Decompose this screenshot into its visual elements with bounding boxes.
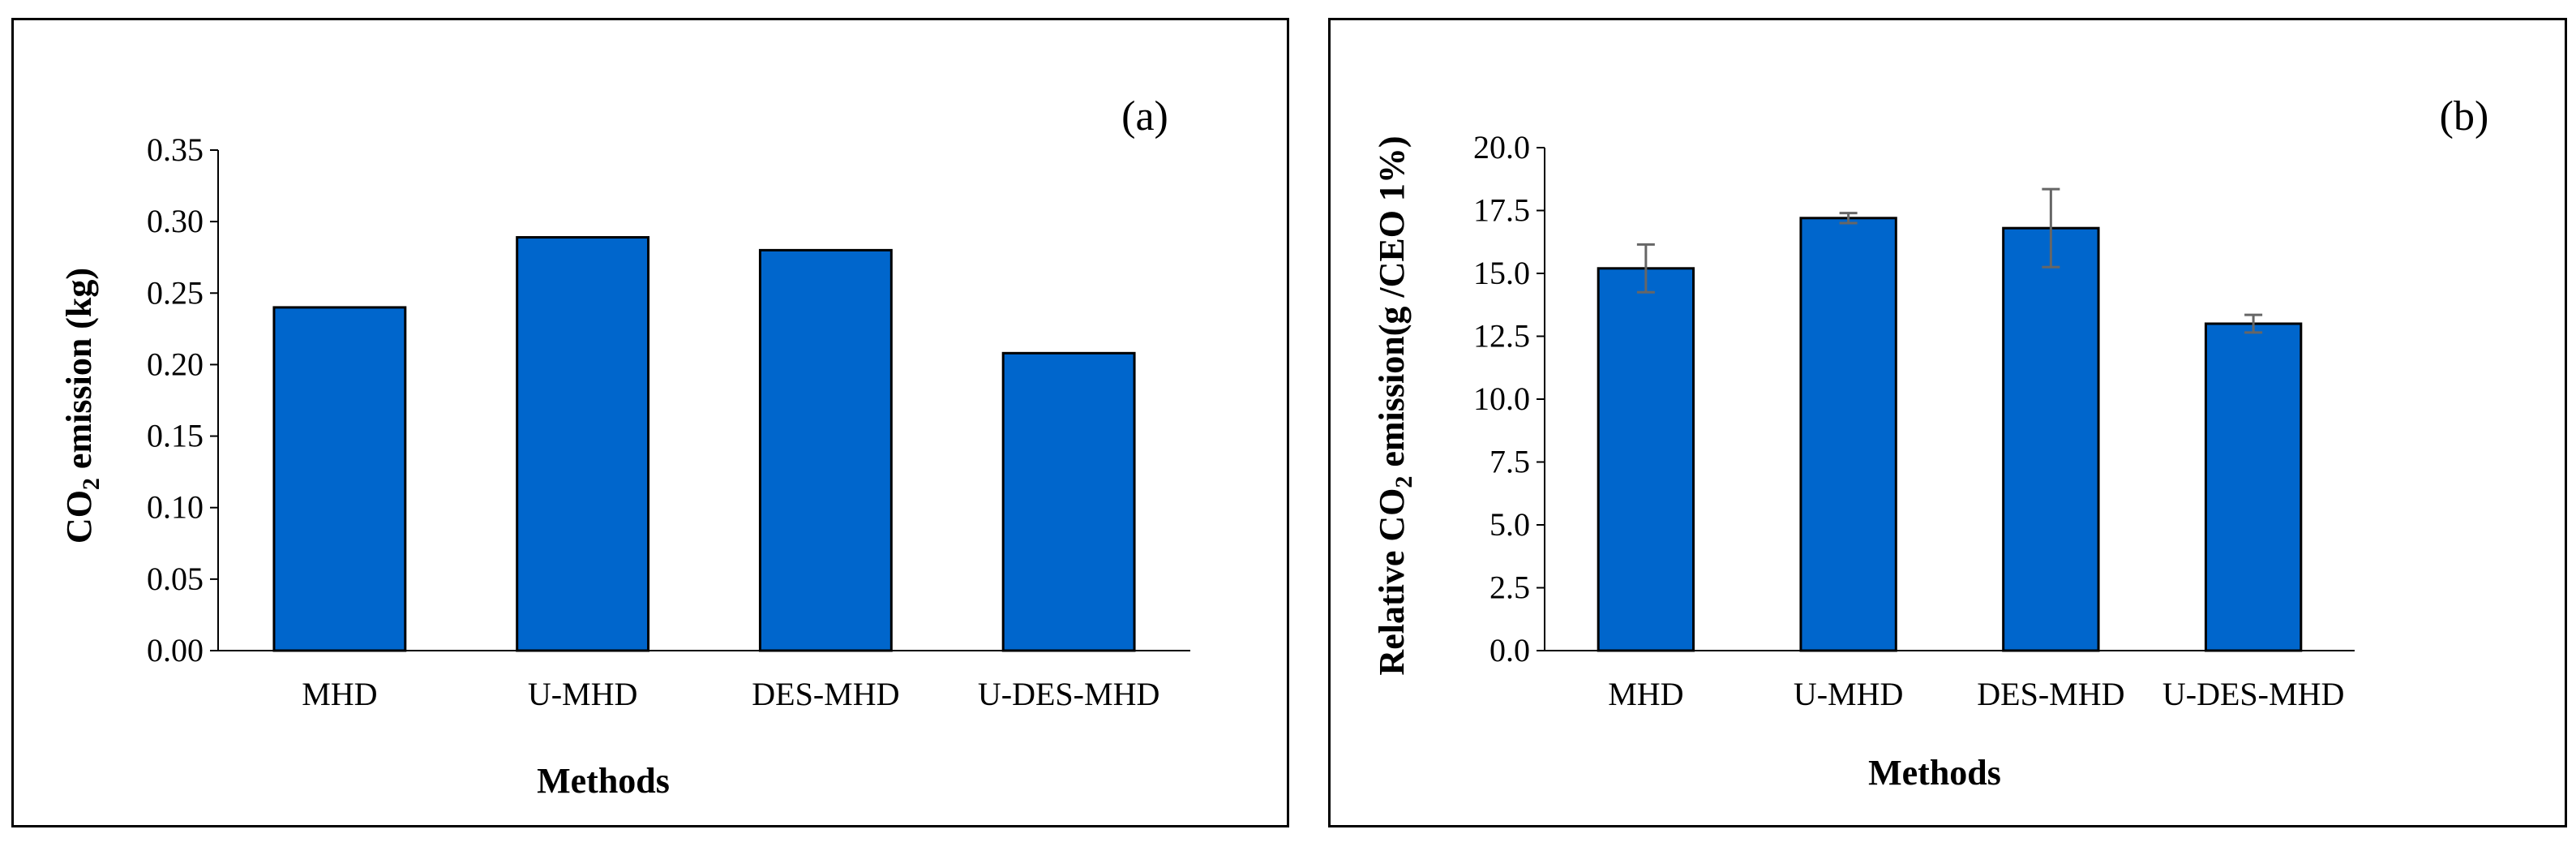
y-axis-title-b-sub: 2: [1391, 476, 1417, 488]
bar-b-mhd: [1597, 267, 1695, 652]
bar-a-u-mhd: [516, 236, 650, 652]
y-tick-label-a: 0.25: [147, 274, 204, 311]
bar-b-des-mhd: [2002, 226, 2100, 652]
x-tick-label-a-des-mhd: DES-MHD: [752, 676, 899, 712]
y-tick-label-a: 0.30: [147, 203, 204, 239]
y-tick-label-b: 17.5: [1473, 192, 1530, 229]
y-tick-label-b: 20.0: [1473, 129, 1530, 165]
y-axis-title-b-prefix: Relative CO: [1372, 488, 1412, 676]
y-tick-label-a: 0.00: [147, 632, 204, 668]
bar-a-mhd: [272, 306, 407, 652]
y-tick-label-a: 0.05: [147, 561, 204, 597]
chart-b-svg: (b) Methods Relative CO2 emission(g /CEO…: [1372, 93, 2489, 793]
y-tick-label-b: 5.0: [1489, 506, 1530, 543]
y-axis-title-a-sub: 2: [78, 478, 105, 490]
y-axis-title-a-suffix: emission (kg): [59, 268, 99, 478]
bar-b-u-mhd: [1799, 217, 1897, 652]
error-bar-b-u-des-mhd: [2244, 313, 2263, 334]
x-tick-label-b-u-des-mhd: U-DES-MHD: [2162, 676, 2344, 712]
x-axis-title-b: Methods: [1868, 753, 2001, 793]
x-tick-label-b-u-mhd: U-MHD: [1794, 676, 1904, 712]
error-bar-b-des-mhd: [2042, 187, 2060, 269]
y-tick-label-a: 0.35: [147, 131, 204, 168]
y-axis-title-a: CO2 emission (kg): [59, 268, 105, 544]
y-tick-label-b: 12.5: [1473, 318, 1530, 355]
y-tick-label-b: 2.5: [1489, 569, 1530, 606]
y-tick-label-b: 15.0: [1473, 255, 1530, 291]
chart-panel-b: (b) Methods Relative CO2 emission(g /CEO…: [1328, 18, 2567, 827]
bar-a-des-mhd: [758, 248, 893, 652]
y-tick-label-a: 0.15: [147, 418, 204, 454]
y-tick-label-b: 0.0: [1489, 632, 1530, 668]
y-axis-title-b: Relative CO2 emission(g /CEO 1%): [1372, 135, 1417, 675]
y-axis-title-b-suffix: emission(g /CEO 1%): [1372, 135, 1412, 475]
y-axis-title-a-prefix: CO: [59, 490, 99, 544]
chart-panel-a: (a) Methods CO2 emission (kg) 0.00 0.05 0.…: [11, 18, 1289, 827]
error-bar-b-mhd: [1636, 243, 1655, 294]
y-tick-label-b: 10.0: [1473, 380, 1530, 417]
x-axis-title-a: Methods: [537, 761, 670, 801]
error-bar-b-u-mhd: [1839, 212, 1858, 225]
x-tick-label-a-u-mhd: U-MHD: [528, 676, 638, 712]
y-tick-label-a: 0.10: [147, 489, 204, 526]
panel-label-a: (a): [1121, 93, 1168, 140]
x-tick-label-a-u-des-mhd: U-DES-MHD: [978, 676, 1159, 712]
x-tick-label-b-des-mhd: DES-MHD: [1977, 676, 2124, 712]
bar-a-u-des-mhd: [1001, 351, 1136, 652]
panel-label-b: (b): [2440, 93, 2489, 140]
y-tick-label-b: 7.5: [1489, 444, 1530, 480]
bar-b-u-des-mhd: [2204, 322, 2303, 652]
chart-a-svg: (a) Methods CO2 emission (kg) 0.00 0.05 0.…: [59, 93, 1190, 801]
x-tick-label-a-mhd: MHD: [302, 676, 377, 712]
x-tick-label-b-mhd: MHD: [1608, 676, 1683, 712]
y-tick-label-a: 0.20: [147, 346, 204, 382]
